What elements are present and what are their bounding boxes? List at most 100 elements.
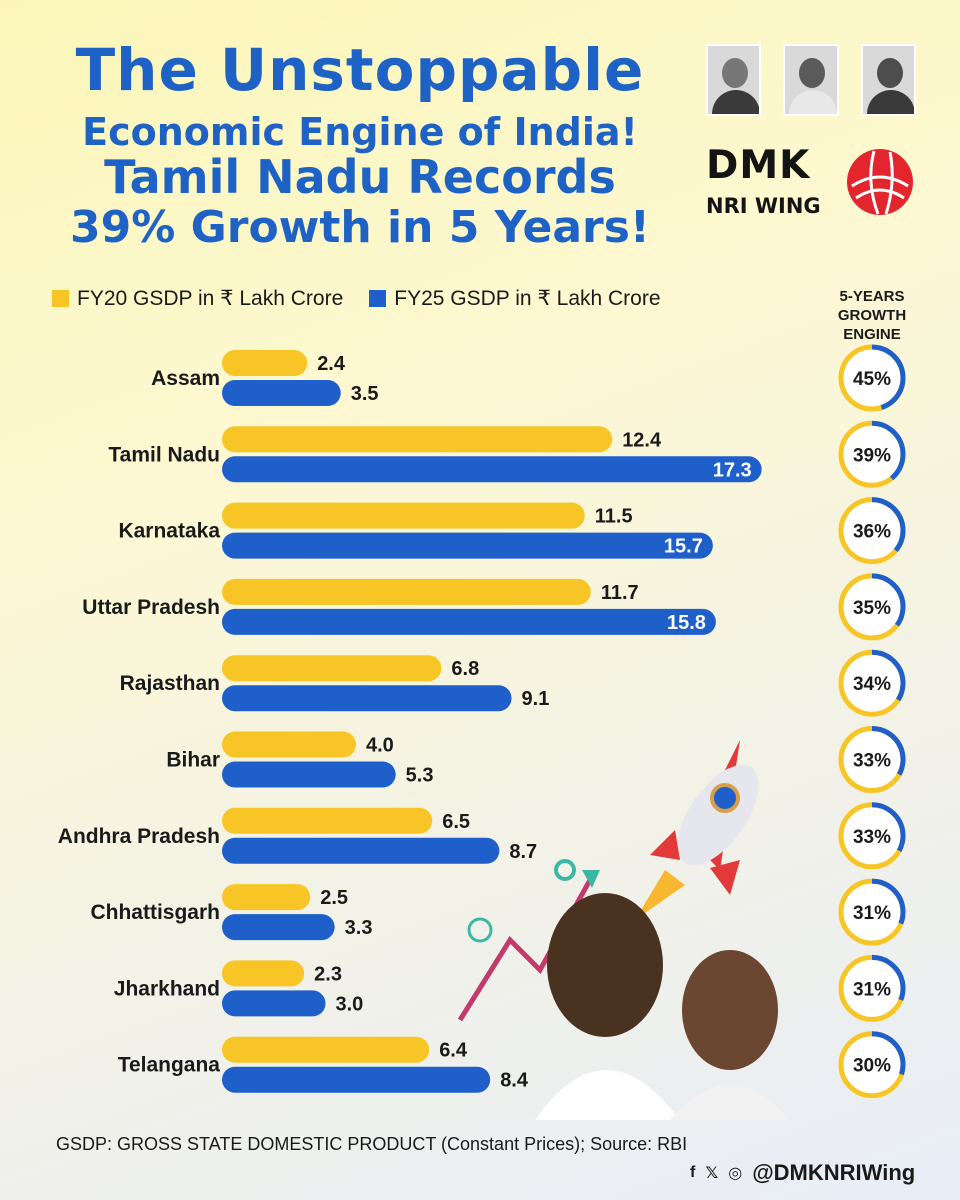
- instagram-icon[interactable]: ◎: [728, 1165, 743, 1182]
- rocket-illustration: [457, 740, 790, 1120]
- growth-percent-label: 45%: [853, 369, 891, 390]
- data-label-fy20: 11.7: [601, 582, 639, 604]
- growth-percent-label: 30%: [853, 1056, 891, 1077]
- portrait-photo: [706, 44, 762, 116]
- brand-wing: NRI WING: [706, 194, 821, 218]
- bar-fy20: [222, 731, 356, 758]
- growth-percent-label: 33%: [853, 751, 891, 772]
- bar-fy25: [222, 456, 762, 483]
- growth-percent-label: 39%: [853, 445, 891, 466]
- person-photo: [670, 950, 790, 1120]
- gsdp-bar-chart: Assam 2.43.5 45% Tamil Nadu 12.4 17.3 39% Karna…: [58, 344, 906, 1099]
- category-label: Chhattisgarh: [90, 901, 220, 924]
- category-label: Tamil Nadu: [108, 443, 220, 466]
- legend-label-fy20: FY20 GSDP in ₹ Lakh Crore: [77, 287, 344, 310]
- category-label: Bihar: [166, 749, 220, 772]
- growth-header-line: 5-YEARS: [839, 288, 905, 305]
- bar-fy20: [222, 350, 308, 376]
- growth-ring-progress: [838, 420, 906, 488]
- data-label-fy25: 17.3: [713, 459, 752, 481]
- category-label: Rajasthan: [120, 672, 220, 695]
- bar-fy25: [222, 608, 716, 635]
- portrait-photo: [783, 44, 839, 116]
- title-line-2: Economic Engine of India!: [82, 110, 638, 154]
- bar-fy25: [222, 837, 500, 864]
- bar-fy25: [222, 990, 326, 1017]
- growth-ring-progress: [838, 1031, 906, 1099]
- growth-ring-progress: [838, 802, 906, 870]
- growth-ring-progress: [838, 344, 906, 412]
- bar-fy25: [222, 1066, 491, 1093]
- facebook-icon[interactable]: f: [690, 1164, 696, 1181]
- bar-fy25: [222, 380, 341, 406]
- leader-portraits: [706, 44, 916, 116]
- growth-ring-progress: [838, 726, 906, 793]
- social-handle[interactable]: @DMKNRIWing: [752, 1160, 916, 1185]
- growth-percent-label: 31%: [853, 979, 891, 1000]
- growth-percent-label: 33%: [853, 827, 891, 848]
- data-label-fy25: 8.7: [509, 841, 537, 863]
- data-label-fy20: 2.5: [320, 887, 348, 909]
- data-label-fy25: 3.0: [336, 993, 364, 1015]
- chart-legend: FY20 GSDP in ₹ Lakh Crore FY25 GSDP in ₹…: [52, 286, 661, 311]
- legend-item-fy20: FY20 GSDP in ₹ Lakh Crore: [52, 286, 343, 311]
- social-handle-bar: f 𝕏 ◎ @DMKNRIWing: [690, 1160, 915, 1186]
- bar-fy25: [222, 914, 335, 941]
- growth-percent-label: 36%: [853, 522, 891, 543]
- data-label-fy25: 3.5: [351, 383, 379, 405]
- growth-header-line: GROWTH: [837, 307, 907, 324]
- source-footnote: GSDP: GROSS STATE DOMESTIC PRODUCT (Cons…: [56, 1134, 688, 1154]
- legend-label-fy25: FY25 GSDP in ₹ Lakh Crore: [394, 287, 661, 310]
- growth-ring-progress: [838, 649, 906, 717]
- category-label: Andhra Pradesh: [58, 825, 220, 848]
- party-logo-icon: [847, 149, 913, 215]
- bar-fy20: [222, 655, 442, 682]
- bar-fy25: [222, 532, 713, 559]
- brand-name: DMK: [706, 143, 811, 188]
- legend-swatch-fy25: [369, 290, 387, 307]
- growth-ring-progress: [838, 573, 906, 641]
- category-label: Uttar Pradesh: [82, 596, 220, 619]
- data-label-fy20: 4.0: [366, 735, 394, 757]
- x-icon[interactable]: 𝕏: [705, 1165, 719, 1182]
- data-label-fy20: 6.8: [451, 658, 479, 680]
- bar-fy25: [222, 761, 396, 788]
- title-line-3: Tamil Nadu Records: [104, 150, 616, 204]
- data-label-fy20: 12.4: [622, 429, 662, 451]
- legend-item-fy25: FY25 GSDP in ₹ Lakh Crore: [369, 286, 661, 311]
- target-icon: [467, 917, 493, 943]
- person-photo: [535, 893, 680, 1120]
- growth-ring-progress: [838, 954, 906, 1022]
- rocket-icon: [635, 740, 759, 920]
- growth-percent-label: 31%: [853, 903, 891, 924]
- growth-header-line: ENGINE: [843, 326, 901, 343]
- data-label-fy25: 9.1: [522, 688, 550, 710]
- bar-fy20: [222, 1036, 430, 1063]
- bar-fy20: [222, 502, 585, 529]
- data-label-fy25: 15.7: [664, 536, 703, 558]
- category-label: Assam: [151, 367, 220, 390]
- growth-percent-label: 35%: [853, 598, 891, 619]
- bar-fy25: [222, 685, 512, 712]
- bar-fy20: [222, 960, 305, 987]
- title-line-1: The Unstoppable: [75, 36, 645, 104]
- growth-column-header: 5-YEARS GROWTH ENGINE: [824, 287, 920, 344]
- data-label-fy20: 2.4: [317, 353, 346, 375]
- legend-swatch-fy20: [52, 290, 69, 307]
- bar-fy20: [222, 426, 613, 453]
- data-label-fy25: 3.3: [345, 917, 373, 939]
- data-label-fy25: 5.3: [406, 765, 434, 787]
- bar-fy20: [222, 884, 311, 911]
- data-label-fy25: 8.4: [500, 1070, 529, 1092]
- growth-ring-progress: [838, 878, 906, 946]
- bar-fy20: [222, 807, 433, 834]
- data-label-fy20: 2.3: [314, 963, 342, 985]
- growth-percent-label: 34%: [853, 674, 891, 695]
- data-label-fy20: 6.4: [439, 1040, 468, 1062]
- data-label-fy25: 15.8: [667, 612, 706, 634]
- growth-ring-progress: [838, 497, 906, 565]
- title-line-4: 39% Growth in 5 Years!: [70, 202, 650, 253]
- bar-fy20: [222, 578, 591, 605]
- category-label: Jharkhand: [114, 977, 220, 1000]
- portrait-photo: [860, 44, 916, 116]
